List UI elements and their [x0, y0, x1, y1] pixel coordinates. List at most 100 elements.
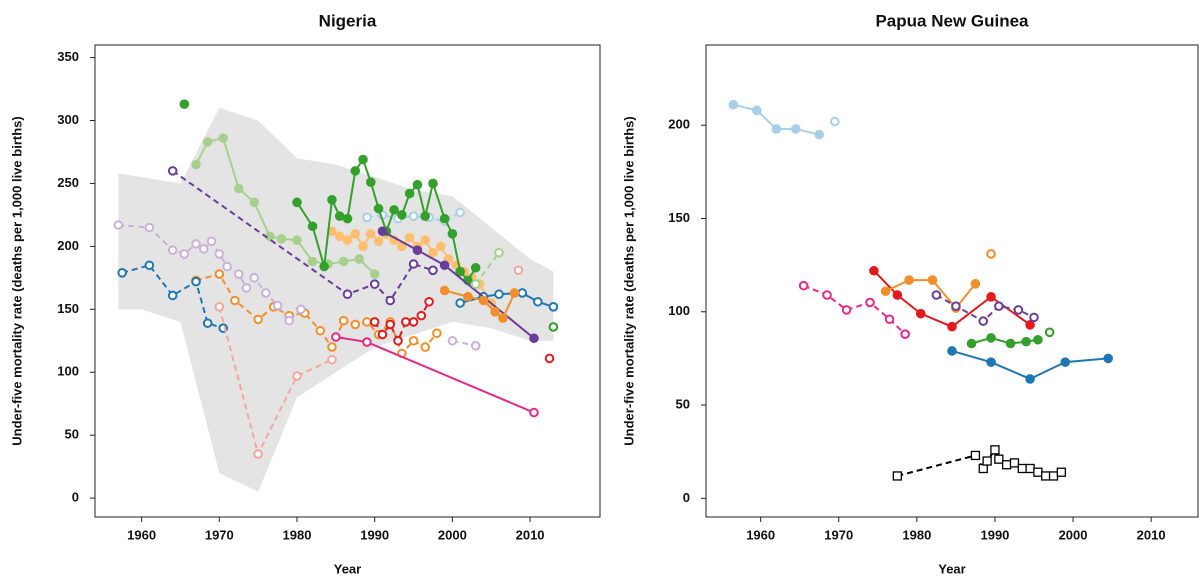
data-point	[218, 133, 228, 143]
data-point	[728, 99, 739, 110]
data-point	[338, 315, 349, 326]
data-point	[327, 354, 337, 365]
series-line	[296, 157, 477, 283]
data-point	[117, 268, 127, 278]
data-point	[307, 256, 318, 267]
data-point	[869, 265, 879, 276]
data-point	[1033, 334, 1043, 345]
data-point	[994, 301, 1004, 311]
x-tick-label: 1990	[360, 527, 389, 542]
data-point	[900, 329, 910, 339]
data-point	[986, 333, 996, 343]
data-point	[966, 338, 977, 349]
data-point	[463, 291, 473, 302]
data-point	[334, 211, 345, 221]
axis-frame	[94, 44, 601, 518]
data-point	[428, 178, 438, 189]
data-point	[334, 231, 345, 242]
data-point	[362, 317, 372, 327]
data-point	[327, 342, 337, 352]
data-point	[1056, 467, 1066, 477]
data-point	[358, 154, 368, 165]
data-point	[230, 295, 240, 306]
x-axis-label: Year	[334, 561, 361, 576]
data-point	[167, 290, 178, 301]
data-point	[904, 275, 914, 285]
data-point	[947, 346, 957, 356]
data-point	[490, 307, 500, 317]
series-line	[381, 230, 535, 340]
data-point	[498, 313, 508, 323]
data-point	[191, 239, 201, 249]
data-point	[233, 183, 244, 194]
data-point	[1009, 458, 1020, 468]
data-point	[771, 124, 782, 134]
data-point	[296, 304, 306, 315]
data-point	[276, 234, 287, 244]
data-point	[412, 179, 423, 190]
series-line	[873, 270, 1031, 328]
series-line	[474, 252, 500, 285]
y-tick-label: 100	[668, 303, 690, 318]
data-point	[814, 129, 825, 140]
y-tick-label: 200	[668, 117, 690, 132]
data-point	[455, 298, 465, 308]
data-point	[261, 288, 271, 298]
data-point	[892, 471, 902, 481]
data-point	[951, 301, 961, 311]
x-tick-label: 2010	[516, 527, 545, 542]
data-point	[191, 276, 201, 287]
x-tick-label: 2010	[1137, 527, 1166, 542]
data-point	[362, 337, 372, 347]
data-point	[214, 249, 225, 259]
data-point	[439, 213, 450, 224]
data-point	[253, 314, 263, 325]
data-point	[986, 357, 996, 367]
x-tick-label: 1970	[824, 527, 853, 542]
x-tick-label: 2000	[438, 527, 467, 542]
data-point	[822, 290, 832, 300]
data-point	[1048, 471, 1059, 481]
data-point	[841, 305, 852, 315]
data-point	[447, 335, 458, 346]
x-tick-label: 1970	[205, 527, 234, 542]
data-point	[179, 249, 190, 259]
data-point	[350, 229, 361, 239]
data-point	[439, 285, 450, 296]
data-point	[362, 212, 372, 223]
data-point	[435, 241, 446, 252]
data-point	[373, 236, 384, 247]
x-tick-label: 1980	[283, 527, 312, 542]
data-point	[167, 245, 178, 255]
y-tick-label: 50	[65, 427, 79, 442]
data-point	[385, 319, 396, 330]
x-tick-label: 2000	[1059, 527, 1088, 542]
data-point	[404, 188, 415, 199]
data-point	[393, 335, 403, 346]
x-tick-label: 1980	[902, 527, 931, 542]
y-axis-label: Under-five mortality rate (deaths per 1,…	[621, 116, 636, 445]
data-point	[144, 222, 155, 233]
y-tick-label: 300	[57, 112, 79, 127]
data-point	[404, 232, 415, 243]
data-point	[1025, 374, 1035, 384]
data-point	[428, 247, 438, 258]
data-point	[986, 292, 996, 302]
data-point	[389, 205, 399, 215]
data-point	[400, 317, 411, 327]
y-axis-label: Under-five mortality rate (deaths per 1,…	[9, 116, 24, 445]
data-point	[191, 159, 201, 170]
data-point	[1060, 357, 1071, 367]
data-point	[369, 317, 380, 327]
chart-title: Nigeria	[319, 11, 377, 30]
data-point	[517, 288, 528, 298]
data-point	[358, 241, 368, 252]
data-point	[529, 407, 539, 418]
y-tick-label: 100	[57, 364, 79, 379]
data-point	[366, 177, 376, 187]
data-point	[830, 116, 840, 127]
data-point	[509, 288, 520, 298]
data-point	[424, 296, 434, 307]
data-point	[1044, 327, 1055, 338]
data-point	[470, 262, 481, 273]
